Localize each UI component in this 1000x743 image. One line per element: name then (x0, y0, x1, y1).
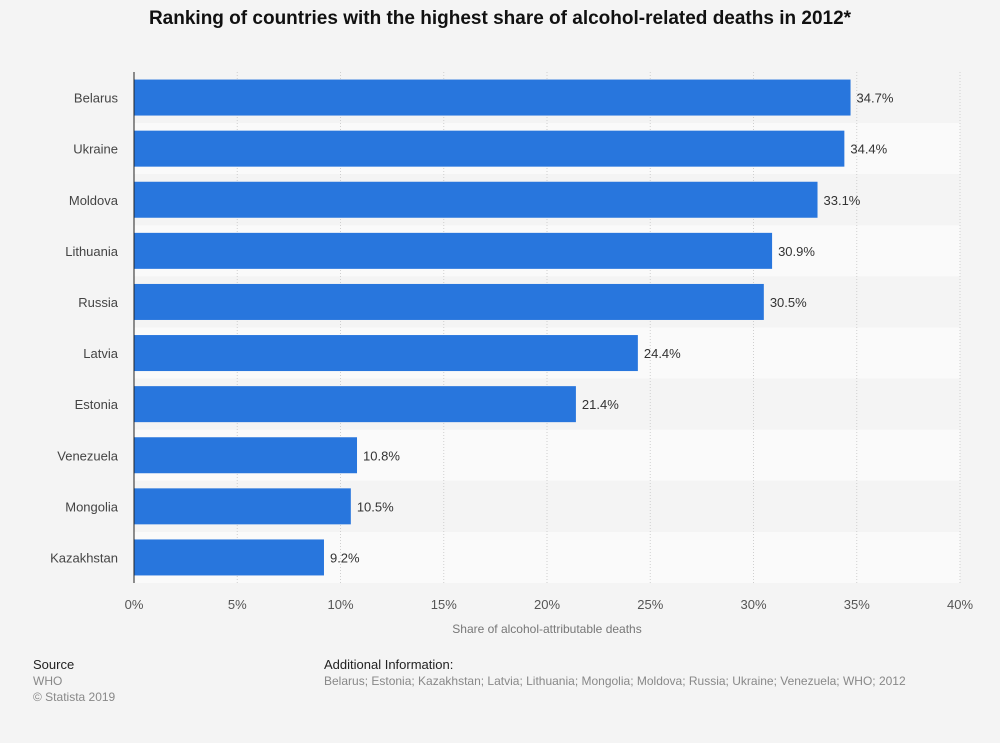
category-label: Latvia (83, 346, 118, 361)
additional-info-heading: Additional Information: (324, 657, 454, 672)
bar-estonia (134, 386, 576, 423)
x-tick-label: 20% (534, 597, 560, 612)
chart-title: Ranking of countries with the highest sh… (148, 8, 852, 29)
source-block: Source WHO © Statista 2019 (33, 657, 115, 705)
value-label: 21.4% (582, 397, 619, 412)
bar-latvia (134, 335, 638, 372)
additional-info-block: Additional Information: Belarus; Estonia… (324, 657, 906, 689)
value-label: 24.4% (644, 346, 681, 361)
x-axis-title: Share of alcohol-attributable deaths (452, 622, 641, 636)
copyright-text: © Statista 2019 (33, 690, 116, 704)
x-tick-label: 10% (327, 597, 353, 612)
category-label: Kazakhstan (50, 550, 118, 565)
x-tick-label: 40% (947, 597, 973, 612)
bar-lithuania (134, 232, 773, 269)
x-tick-label: 5% (228, 597, 247, 612)
x-tick-label: 15% (431, 597, 457, 612)
source-text: WHO (33, 674, 63, 688)
value-label: 34.4% (850, 142, 887, 157)
value-label: 30.9% (778, 244, 815, 259)
bars (134, 79, 851, 576)
value-label: 33.1% (824, 193, 861, 208)
x-tick-label: 0% (125, 597, 144, 612)
bar-belarus (134, 79, 851, 116)
x-tick-label: 30% (740, 597, 766, 612)
category-label: Venezuela (57, 448, 118, 463)
value-label: 10.5% (357, 499, 394, 514)
value-label: 10.8% (363, 448, 400, 463)
x-tick-labels: 0% 5% 10% 15% 20% 25% 30% 35% 40% (125, 597, 974, 612)
category-label: Ukraine (73, 142, 118, 157)
value-label: 34.7% (857, 91, 894, 106)
bar-ukraine (134, 130, 845, 167)
x-tick-label: 25% (637, 597, 663, 612)
category-label: Estonia (75, 397, 119, 412)
bar-kazakhstan (134, 539, 324, 576)
category-label: Belarus (74, 91, 119, 106)
bar-mongolia (134, 488, 351, 525)
value-label: 30.5% (770, 295, 807, 310)
category-label: Moldova (69, 193, 119, 208)
category-label: Mongolia (65, 499, 119, 514)
gridlines (236, 72, 961, 583)
value-label: 9.2% (330, 550, 360, 565)
bar-russia (134, 283, 764, 320)
additional-info-text: Belarus; Estonia; Kazakhstan; Latvia; Li… (324, 674, 906, 688)
bar-moldova (134, 181, 818, 218)
category-label: Russia (78, 295, 119, 310)
category-labels: Belarus Ukraine Moldova Lithuania Russia Latv… (50, 91, 119, 566)
value-labels: 34.7% 34.4% 33.1% 30.9% 30.5% 24.4% 21.4% 10.8%… (330, 91, 894, 566)
bar-chart: 34.7% 34.4% 33.1% 30.9% 30.5% 24.4% 21.4% 10.8%… (50, 72, 974, 636)
bar-venezuela (134, 437, 358, 474)
category-label: Lithuania (65, 244, 119, 259)
x-tick-label: 35% (844, 597, 870, 612)
source-heading: Source (33, 657, 75, 672)
